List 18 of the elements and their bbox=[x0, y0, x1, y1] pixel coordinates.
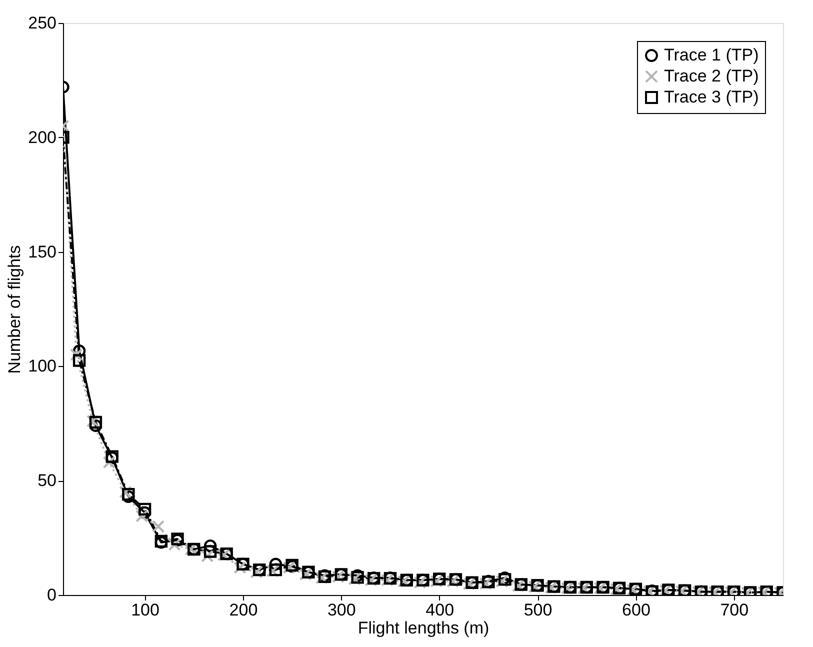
y-tick-label: 50 bbox=[38, 471, 56, 490]
x-tick-label: 100 bbox=[131, 600, 160, 620]
y-tick-label: 100 bbox=[28, 356, 56, 376]
y-tick-label: 200 bbox=[28, 128, 56, 147]
x-tick-label: 300 bbox=[327, 600, 356, 620]
legend-label: Trace 1 (TP) bbox=[664, 46, 759, 64]
x-tick-label: 400 bbox=[426, 600, 454, 620]
legend-label: Trace 3 (TP) bbox=[664, 88, 759, 106]
x-axis-title: Flight lengths (m) bbox=[358, 618, 490, 638]
y-tick-label: 250 bbox=[28, 14, 56, 32]
x-tick-label: 500 bbox=[524, 600, 552, 620]
y-tick-label: 150 bbox=[28, 242, 56, 262]
x-tick-label: 600 bbox=[622, 600, 650, 620]
legend-label: Trace 2 (TP) bbox=[664, 66, 759, 86]
y-tick-label: 0 bbox=[47, 586, 56, 604]
y-axis-title: Number of flights bbox=[5, 245, 24, 374]
x-tick-label: 200 bbox=[229, 600, 258, 620]
x-tick-label: 700 bbox=[720, 600, 749, 620]
